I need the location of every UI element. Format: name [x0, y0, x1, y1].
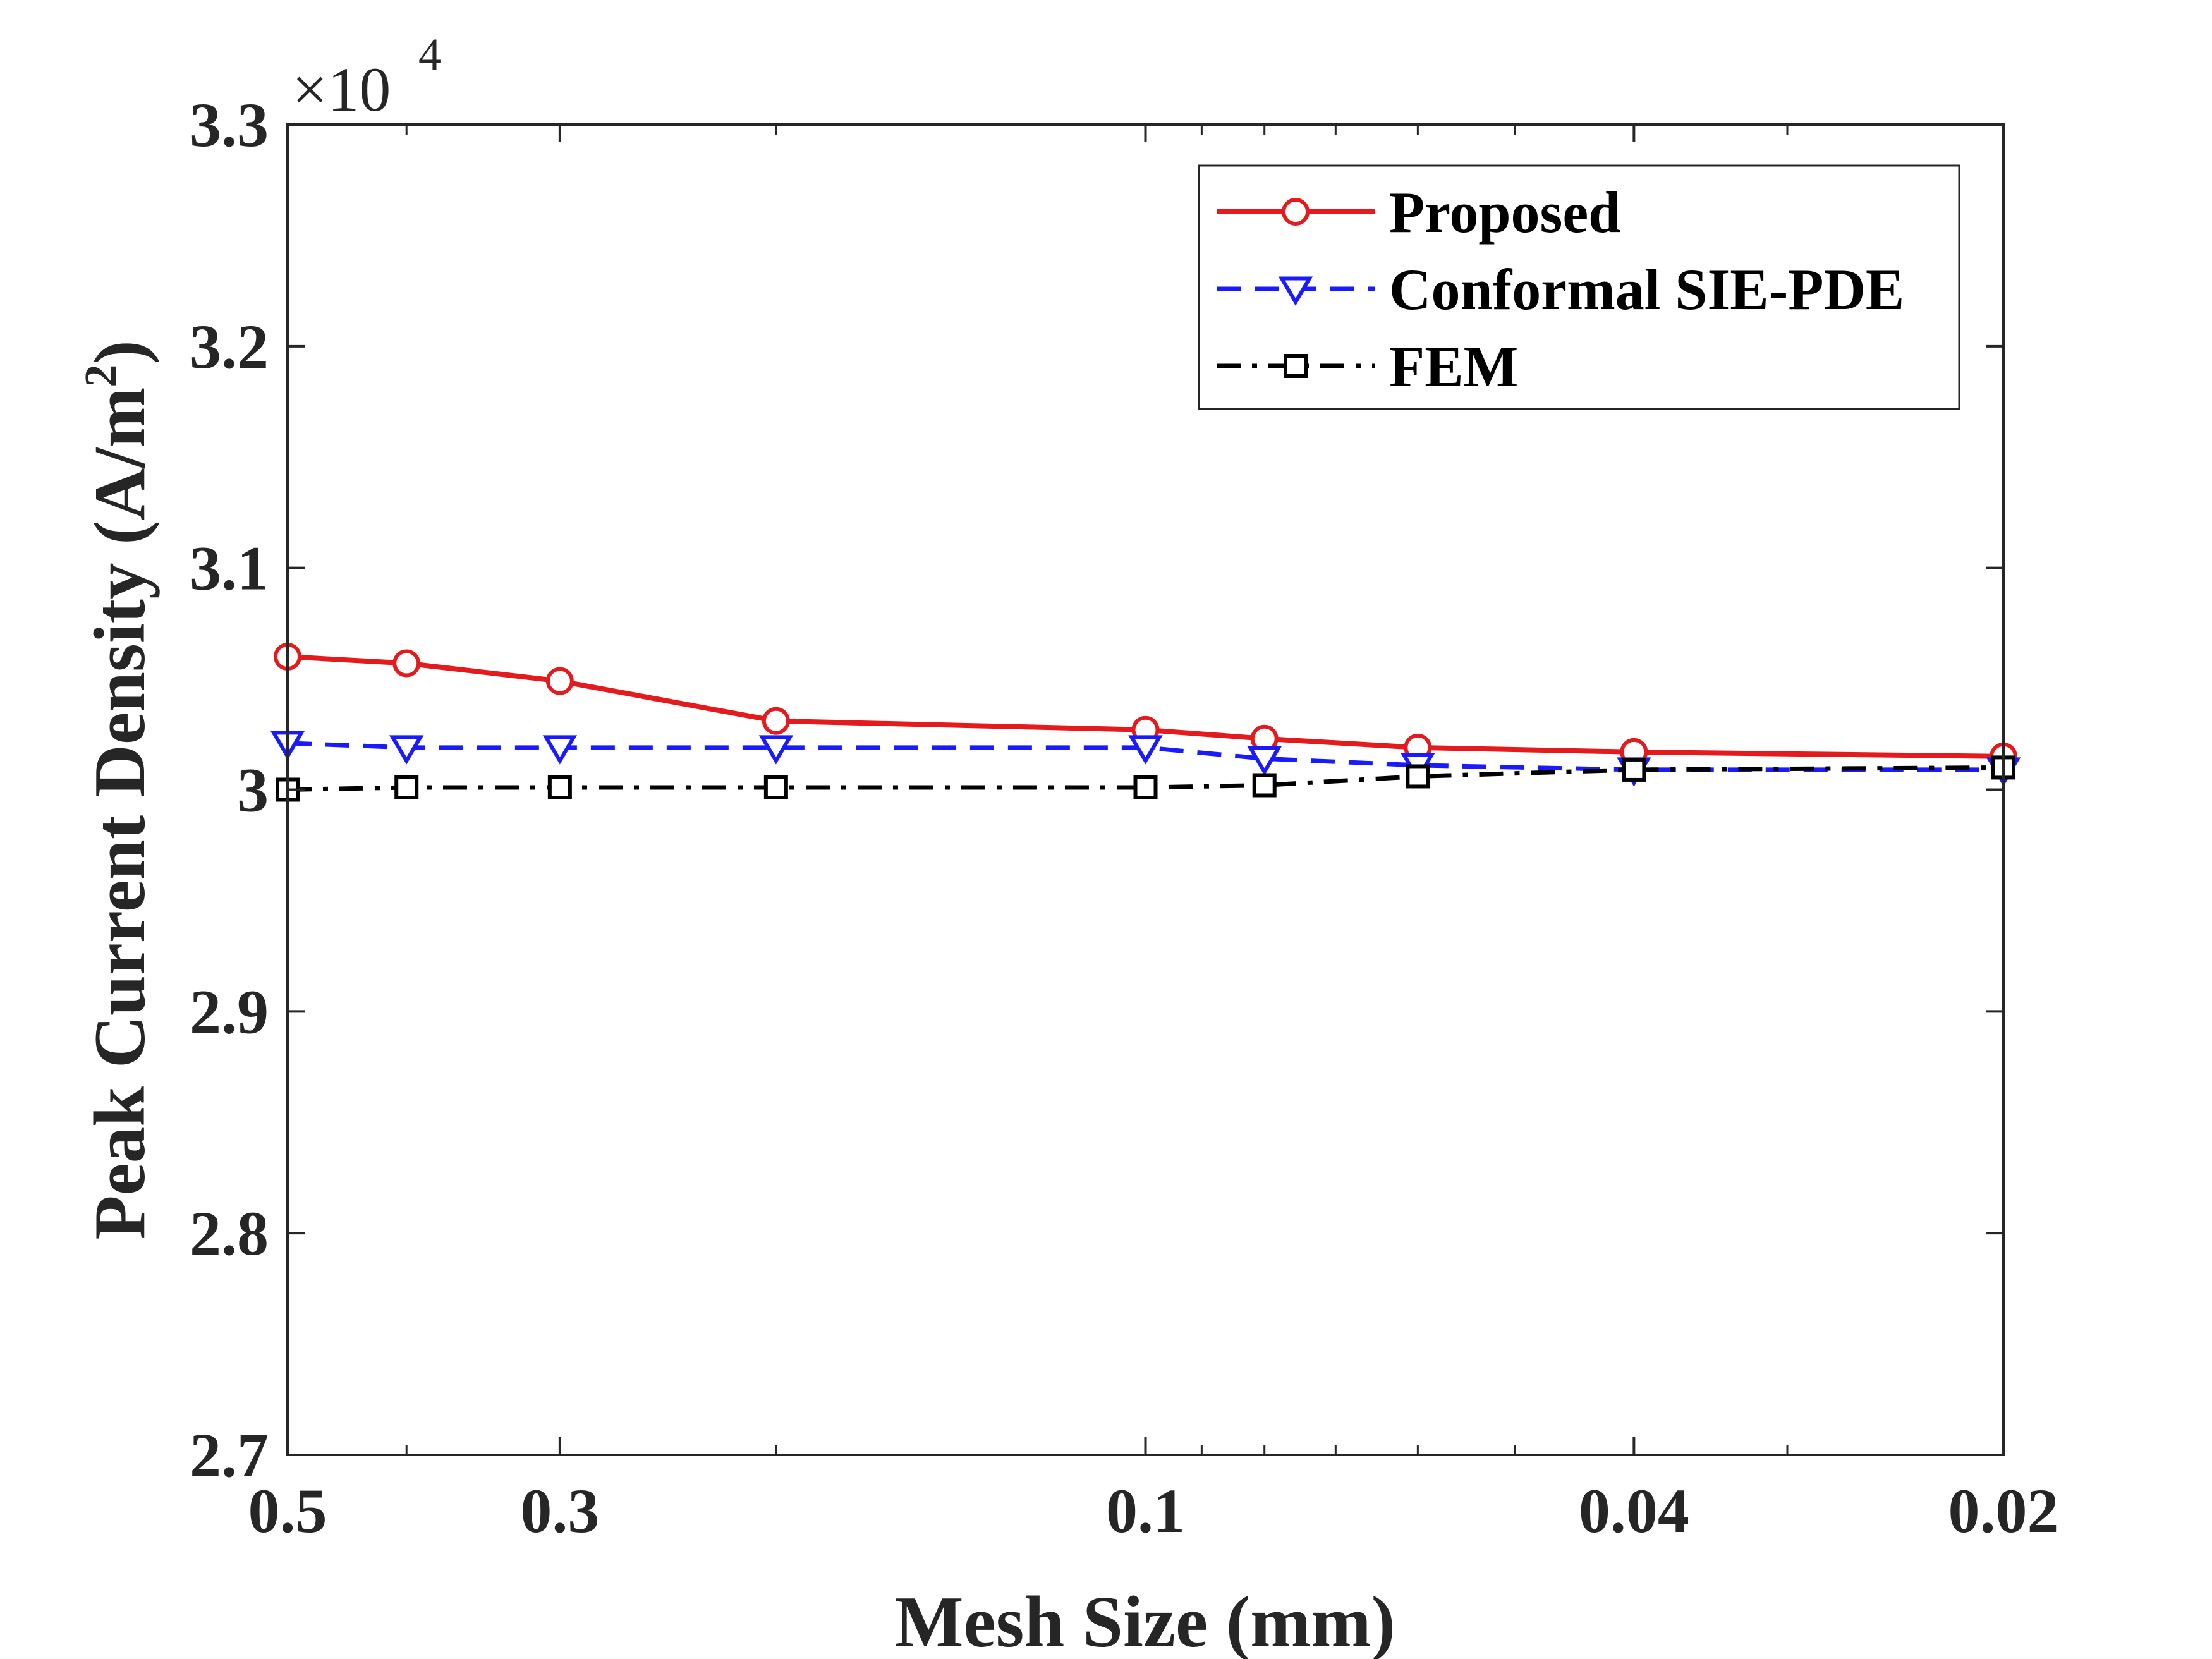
data-point-fem: [1252, 773, 1277, 798]
series-layer: [270, 643, 2021, 802]
y-tick-label: 2.7: [190, 1420, 269, 1490]
y-multiplier-exponent: 4: [418, 29, 441, 80]
legend-entry-fem: FEM: [1217, 334, 1518, 399]
x-tick-label: 0.3: [520, 1476, 599, 1546]
y-axis-title-main: Peak Current Density (A/m: [80, 387, 160, 1240]
series-proposed: [274, 643, 2017, 770]
data-point-fem: [1622, 757, 1646, 782]
data-point-proposed: [392, 649, 421, 678]
y-tick-label: 2.9: [190, 976, 269, 1047]
y-axis-title: Peak Current Density (A/m2): [75, 340, 160, 1239]
legend: Proposed Conformal SIE-PDE FEM: [1198, 164, 1960, 410]
y-tick-label: 3.2: [190, 312, 269, 382]
legend-label-fem: FEM: [1389, 334, 1518, 399]
y-tick-label: 3: [237, 755, 269, 825]
x-tick-label: 0.02: [1948, 1476, 2059, 1546]
y-axis-title-superscript: 2: [75, 365, 126, 387]
legend-entry-conformal-sie-pde: Conformal SIE-PDE: [1217, 257, 1904, 322]
y-axis-title-suffix: ): [80, 340, 160, 364]
data-point-fem: [763, 775, 788, 799]
x-tick-label: 0.5: [248, 1476, 327, 1546]
legend-marker-fem: [1284, 354, 1308, 378]
y-axis-title-group: Peak Current Density (A/m2): [75, 340, 160, 1239]
y-tick-label: 2.8: [190, 1198, 269, 1268]
legend-label-proposed: Proposed: [1389, 180, 1620, 245]
legend-marker-conformal-sie-pde: [1278, 276, 1313, 306]
series-line-fem: [287, 765, 2004, 792]
legend-entries: Proposed Conformal SIE-PDE FEM: [1217, 180, 1904, 399]
data-point-conformal-sie-pde: [1128, 735, 1163, 765]
x-axis-title: Mesh Size (mm): [895, 1582, 1395, 1659]
x-tick-label: 0.04: [1579, 1476, 1689, 1546]
data-point-fem: [1133, 775, 1158, 799]
y-multiplier-base: ×10: [292, 54, 391, 125]
data-point-conformal-sie-pde: [758, 735, 794, 765]
y-tick-label: 3.1: [190, 533, 269, 604]
data-point-proposed: [545, 667, 574, 695]
data-point-conformal-sie-pde: [1247, 746, 1282, 776]
data-point-fem: [1406, 764, 1430, 789]
legend-label-conformal-sie-pde: Conformal SIE-PDE: [1389, 257, 1904, 322]
series-fem: [276, 755, 2015, 802]
legend-entry-proposed: Proposed: [1217, 180, 1620, 245]
data-point-fem: [394, 775, 419, 799]
data-point-conformal-sie-pde: [389, 735, 424, 765]
x-tick-label: 0.1: [1106, 1476, 1185, 1546]
legend-marker-proposed: [1282, 198, 1310, 226]
data-point-proposed: [762, 707, 790, 735]
ticks-layer: 2.7 2.8 2.9 3 3.1 3.2 3.3 0.5 0.3 0.1 0.04 0.02: [190, 90, 2059, 1546]
y-multiplier: ×10 4: [292, 29, 441, 125]
data-point-conformal-sie-pde: [542, 735, 578, 765]
legend-box: [1198, 164, 1960, 410]
y-tick-label: 3.3: [190, 90, 269, 160]
data-point-fem: [547, 775, 572, 799]
